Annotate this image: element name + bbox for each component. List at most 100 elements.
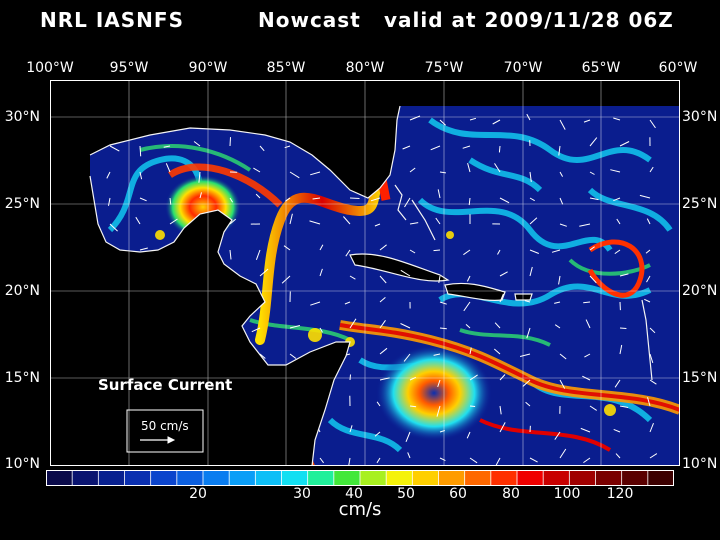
current-vector-arrow <box>349 374 351 381</box>
current-vector-arrow <box>466 431 471 439</box>
current-vector-arrow <box>649 166 654 173</box>
current-vector-arrow <box>229 218 237 225</box>
colorbar-tick-label: 120 <box>606 486 634 502</box>
current-vector-arrow <box>439 457 446 462</box>
current-vector-arrow <box>165 163 171 173</box>
current-vector-arrow <box>433 353 441 356</box>
current-vector-arrow <box>379 275 387 284</box>
current-vector-arrow <box>345 249 351 257</box>
current-vector-arrow <box>310 171 321 176</box>
current-vector-arrow <box>349 197 360 199</box>
current-vector-arrow <box>494 322 501 329</box>
colorbar-segment <box>647 470 674 486</box>
current-vector-arrow <box>498 145 501 153</box>
current-vector-arrow <box>439 327 447 330</box>
current-vector-arrow <box>439 171 446 174</box>
lon-label: 60°W <box>658 60 698 76</box>
colorbar-segment <box>621 470 649 486</box>
current-vector-arrow <box>255 193 261 199</box>
colorbar-segment <box>98 470 125 486</box>
colorbar-tick-label: 100 <box>553 486 581 502</box>
current-vector-arrow <box>404 197 411 208</box>
current-vector-arrow <box>529 197 535 202</box>
current-vector-arrow <box>409 115 421 121</box>
lat-label-left: 30°N <box>4 109 40 125</box>
colorbar-segment <box>386 470 413 486</box>
colorbar-segment <box>46 470 73 486</box>
current-vector-arrow <box>614 379 621 388</box>
current-vector-arrow <box>469 347 472 355</box>
current-vector-arrow <box>439 119 446 126</box>
current-vector-arrow <box>439 301 447 305</box>
colorbar-segment <box>464 470 492 486</box>
current-vector-arrow <box>558 275 561 285</box>
current-vector-arrow <box>348 457 351 466</box>
current-vector-arrow <box>309 220 321 225</box>
field-label: Surface Current <box>98 376 232 394</box>
current-vector-arrow <box>193 141 201 147</box>
current-vector-arrow <box>229 197 234 203</box>
current-vector-arrow <box>462 145 471 149</box>
current-vector-arrow <box>499 197 510 204</box>
current-vector-arrow <box>109 223 118 232</box>
current-vector-arrow <box>403 353 411 362</box>
current-vector-arrow <box>463 249 471 256</box>
title-valid-time: valid at 2009/11/28 06Z <box>384 8 674 32</box>
colorbar-segment <box>255 470 282 486</box>
current-vector-arrow <box>495 457 501 466</box>
colorbar-segment <box>124 470 152 486</box>
current-vector-arrow <box>409 376 417 381</box>
current-vector-arrow <box>499 271 508 277</box>
current-vector-arrow <box>319 327 323 333</box>
current-vector-arrow <box>106 171 111 179</box>
lat-label-left: 25°N <box>4 196 40 212</box>
current-vector-arrow <box>649 379 657 385</box>
current-vector-arrow <box>584 353 591 358</box>
current-vector-arrow <box>430 145 441 151</box>
current-vector-arrow <box>619 344 623 355</box>
current-vector-arrow <box>163 145 171 148</box>
colorbar-tick-label: 40 <box>345 486 363 502</box>
current-vector-arrow <box>499 374 506 381</box>
current-vector-arrow <box>613 428 621 433</box>
current-vector-arrow <box>613 197 621 202</box>
current-vector-arrow <box>343 216 351 225</box>
colorbar-tick-label: 20 <box>189 486 207 502</box>
colorbar-segment <box>176 470 204 486</box>
colorbar-segment <box>307 470 335 486</box>
colorbar-tick-label: 30 <box>293 486 311 502</box>
current-vector-arrow <box>379 297 386 303</box>
current-vector-arrow <box>289 325 301 329</box>
current-vector-arrow <box>649 119 656 129</box>
current-vector-arrow <box>229 137 231 147</box>
current-vector-arrow <box>409 249 416 254</box>
current-vector-arrow <box>379 347 388 355</box>
current-vector-arrow <box>109 145 120 152</box>
lat-label-right: 15°N <box>682 370 718 386</box>
current-vector-arrow <box>559 223 567 227</box>
lat-label-left: 15°N <box>4 370 40 386</box>
current-vector-arrow <box>139 171 143 180</box>
current-map[interactable]: Surface Current 50 cm/s <box>50 80 680 466</box>
current-vector-arrow <box>379 244 387 251</box>
current-vector-arrow <box>312 197 321 200</box>
current-vector-arrow <box>400 323 411 329</box>
current-vector-arrow <box>619 327 627 329</box>
current-vector-arrow <box>139 197 147 202</box>
current-vector-arrow <box>615 453 621 459</box>
current-vector-arrow <box>494 163 501 173</box>
current-vector-arrow <box>529 457 538 463</box>
current-vector-arrow <box>647 397 651 407</box>
current-vector-arrow <box>619 141 630 147</box>
current-vector-arrow <box>559 171 564 177</box>
current-vector-arrow <box>433 249 441 252</box>
current-vector-arrow <box>319 457 325 464</box>
current-vector-arrow <box>519 353 531 357</box>
current-vector-arrow <box>525 401 531 407</box>
current-vector-arrow <box>467 162 471 173</box>
current-vector-arrow <box>554 431 561 440</box>
lon-label: 80°W <box>345 60 385 76</box>
current-vector-arrow <box>529 217 538 225</box>
current-vector-arrow <box>439 430 445 433</box>
current-vector-arrow <box>438 275 441 284</box>
